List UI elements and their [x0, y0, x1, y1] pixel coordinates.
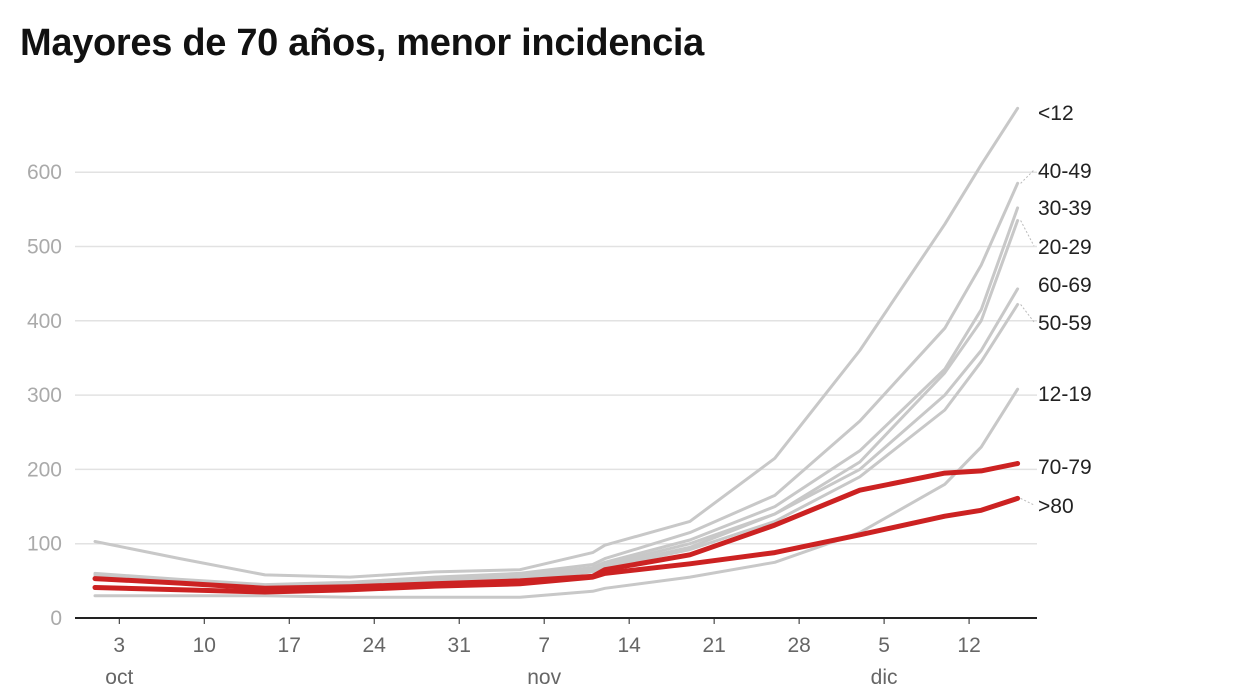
x-tick-label: 24: [363, 634, 387, 657]
series-line-5059: [93, 303, 1020, 590]
y-tick-label: 400: [27, 310, 62, 333]
series-label: 60-69: [1038, 274, 1092, 297]
series-label: 30-39: [1038, 197, 1092, 220]
x-tick-label: 3: [113, 634, 125, 657]
series-label: 40-49: [1038, 160, 1092, 183]
series-label: 20-29: [1038, 236, 1092, 259]
label-leader: [1020, 497, 1035, 506]
x-tick-label: 12: [957, 634, 980, 657]
series-line-1219: [93, 387, 1020, 599]
series-line-4049: [93, 181, 1020, 587]
x-month-label: nov: [527, 666, 561, 689]
x-tick-label: 14: [617, 634, 641, 657]
y-tick-label: 100: [27, 533, 62, 556]
x-tick-label: 21: [702, 634, 725, 657]
y-tick-label: 300: [27, 384, 62, 407]
series-label: 12-19: [1038, 383, 1092, 406]
y-tick-label: 200: [27, 458, 62, 481]
series-line-12: [93, 106, 1020, 579]
x-tick-label: 17: [278, 634, 301, 657]
series-label: 50-59: [1038, 312, 1092, 335]
series-label: <12: [1038, 102, 1074, 125]
label-leader: [1020, 304, 1035, 323]
y-tick-label: 600: [27, 161, 62, 184]
x-tick-label: 7: [538, 634, 550, 657]
y-tick-label: 0: [50, 607, 62, 630]
x-month-label: dic: [871, 666, 898, 689]
x-tick-label: 31: [448, 634, 471, 657]
x-month-label: oct: [105, 666, 133, 689]
series-label: 70-79: [1038, 456, 1092, 479]
x-tick-label: 10: [193, 634, 216, 657]
x-tick-label: 28: [787, 634, 810, 657]
x-tick-label: 5: [878, 634, 890, 657]
label-leader: [1020, 220, 1035, 247]
series-line-80: [92, 495, 1021, 595]
chart-title: Mayores de 70 años, menor incidencia: [20, 22, 705, 64]
y-tick-label: 500: [27, 236, 62, 259]
series-label: >80: [1038, 495, 1074, 518]
series-line-2029: [93, 219, 1020, 590]
label-leader: [1020, 169, 1035, 184]
